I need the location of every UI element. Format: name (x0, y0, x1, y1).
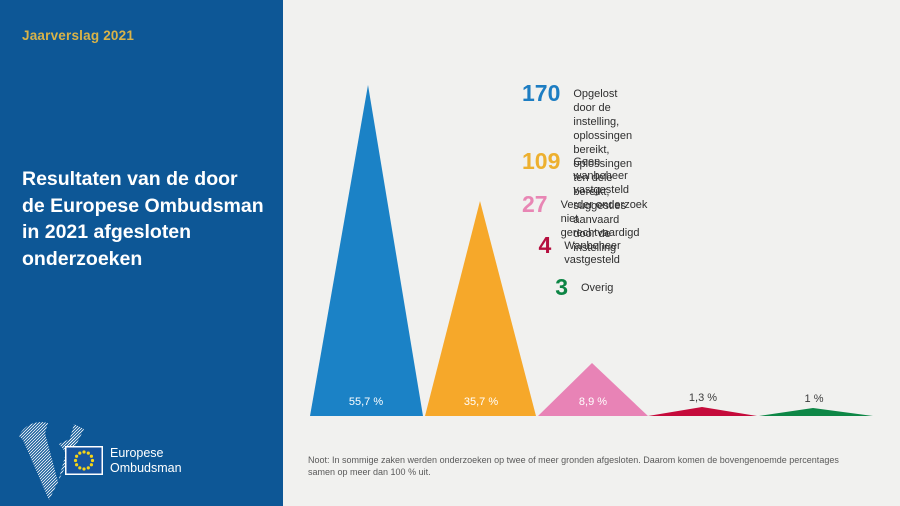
logo-text: Europese Ombudsman (110, 446, 182, 475)
legend-row: 4 Wanbeheer vastgesteld (522, 232, 637, 267)
legend-value: 3 (555, 274, 568, 300)
legend-label: Geen wanbeheer vastgesteld (573, 156, 630, 196)
legend-label: Opgelost door de instelling, oplossingen… (573, 88, 633, 254)
legend-row: 3 Overig (522, 274, 613, 300)
logo-text-line: Ombudsman (110, 460, 182, 475)
legend-row: 27 Verder onderzoek niet gerechtvaardigd (522, 191, 660, 240)
legend-row: 170 Opgelost door de instelling, oplossi… (522, 80, 640, 255)
legend-value: 170 (522, 80, 561, 106)
page-title-line: onderzoeken (22, 247, 143, 270)
ombudsman-logo: Europese Ombudsman (18, 420, 268, 504)
page-title-line: de Europese Ombudsman (22, 194, 264, 217)
eu-flag-icon (65, 446, 103, 475)
percent-label-4: 1 % (804, 393, 824, 405)
legend-label: Verder onderzoek niet gerechtvaardigd (560, 199, 648, 239)
triangle-segment-1 (425, 201, 536, 416)
sidebar: Jaarverslag 2021 Resultaten van de door … (0, 0, 283, 506)
chart-footnote: Noot: In sommige zaken werden onderzoeke… (308, 455, 839, 477)
legend-row: 109 Geen wanbeheer vastgesteld (522, 148, 637, 197)
page-title-line: in 2021 afgesloten (22, 221, 192, 243)
percent-label-2: 8,9 % (578, 396, 608, 408)
percent-label-0: 55,7 % (348, 396, 384, 408)
page-title: Resultaten van de door de Europese Ombud… (22, 166, 264, 272)
report-label: Jaarverslag 2021 (22, 28, 135, 43)
percent-label-3: 1,3 % (688, 392, 718, 404)
percent-label-1: 35,7 % (463, 396, 499, 408)
triangle-segment-2 (538, 363, 648, 416)
logo-text-line: Europese (110, 446, 164, 460)
triangle-segment-0 (310, 85, 423, 416)
legend-label: Overig (581, 282, 614, 294)
legend-value: 109 (522, 148, 561, 174)
legend-value: 4 (538, 232, 552, 258)
triangle-segment-4 (759, 408, 873, 416)
page-title-line: Resultaten van de door (22, 168, 238, 190)
triangle-segment-3 (648, 407, 757, 416)
legend-label: Wanbeheer vastgesteld (564, 240, 621, 266)
legend-value: 27 (522, 191, 548, 217)
